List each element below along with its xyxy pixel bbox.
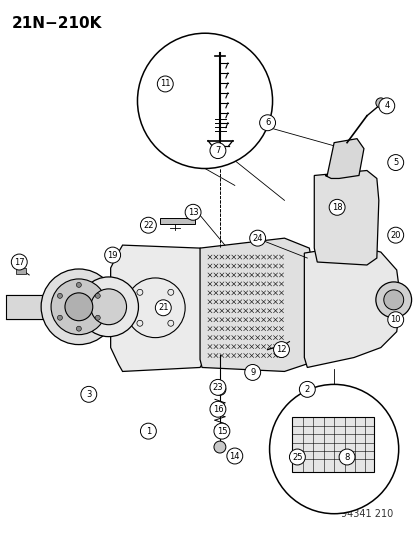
Polygon shape (304, 245, 400, 367)
Text: 13: 13 (188, 208, 198, 217)
Circle shape (299, 382, 315, 397)
Circle shape (383, 290, 403, 310)
Text: 19: 19 (107, 251, 118, 260)
Circle shape (214, 402, 224, 412)
Text: 11: 11 (160, 79, 170, 88)
Text: 3: 3 (86, 390, 91, 399)
Circle shape (328, 199, 344, 215)
Circle shape (95, 293, 100, 298)
Circle shape (65, 293, 93, 321)
Circle shape (57, 315, 62, 320)
Text: 94341 210: 94341 210 (341, 508, 393, 519)
Text: 24: 24 (252, 233, 262, 243)
Circle shape (375, 282, 411, 318)
Text: 22: 22 (143, 221, 153, 230)
Circle shape (76, 326, 81, 331)
Text: 2: 2 (304, 385, 309, 394)
Circle shape (209, 379, 225, 395)
Circle shape (338, 449, 354, 465)
Circle shape (214, 423, 229, 439)
Text: 15: 15 (216, 426, 227, 435)
Circle shape (155, 300, 171, 316)
Circle shape (157, 76, 173, 92)
Text: 12: 12 (275, 345, 286, 354)
Circle shape (387, 227, 403, 243)
Circle shape (185, 204, 201, 220)
Text: 5: 5 (392, 158, 397, 167)
Polygon shape (325, 139, 363, 179)
Circle shape (57, 293, 62, 298)
Text: 14: 14 (229, 451, 240, 461)
Circle shape (226, 448, 242, 464)
Circle shape (259, 115, 275, 131)
Polygon shape (199, 238, 316, 372)
Circle shape (387, 155, 403, 171)
Circle shape (249, 230, 265, 246)
Bar (160, 218, 195, 224)
Text: 1: 1 (145, 426, 151, 435)
Circle shape (140, 217, 156, 233)
Text: 8: 8 (344, 453, 349, 462)
Polygon shape (313, 171, 378, 265)
Circle shape (387, 312, 403, 328)
Circle shape (209, 143, 225, 158)
Text: 18: 18 (331, 203, 342, 212)
Bar (16, 268, 26, 274)
Circle shape (78, 277, 138, 337)
Circle shape (76, 282, 81, 287)
Circle shape (269, 384, 398, 514)
Text: 7: 7 (215, 146, 220, 155)
Text: 4: 4 (383, 101, 389, 110)
Text: 25: 25 (292, 453, 302, 462)
Circle shape (214, 441, 225, 453)
Circle shape (81, 386, 97, 402)
Circle shape (244, 365, 260, 381)
Text: 10: 10 (389, 315, 400, 324)
Text: 21: 21 (158, 303, 168, 312)
Text: 23: 23 (212, 383, 223, 392)
Circle shape (273, 342, 289, 358)
Circle shape (209, 401, 225, 417)
Polygon shape (110, 245, 204, 372)
Circle shape (140, 423, 156, 439)
Circle shape (375, 98, 385, 108)
Circle shape (104, 247, 120, 263)
Bar (6, 295, 58, 319)
Text: 9: 9 (249, 368, 255, 377)
Circle shape (11, 254, 27, 270)
Bar (292, 417, 373, 472)
Text: 20: 20 (389, 231, 400, 240)
Circle shape (95, 315, 100, 320)
Text: 16: 16 (212, 405, 223, 414)
Circle shape (289, 449, 305, 465)
Text: 17: 17 (14, 257, 24, 266)
Circle shape (41, 269, 116, 345)
Circle shape (214, 383, 225, 395)
Circle shape (378, 98, 394, 114)
Circle shape (51, 279, 107, 335)
Text: 6: 6 (264, 118, 270, 127)
Text: 21N−210K: 21N−210K (11, 17, 102, 31)
Circle shape (137, 33, 272, 168)
Circle shape (90, 289, 126, 325)
